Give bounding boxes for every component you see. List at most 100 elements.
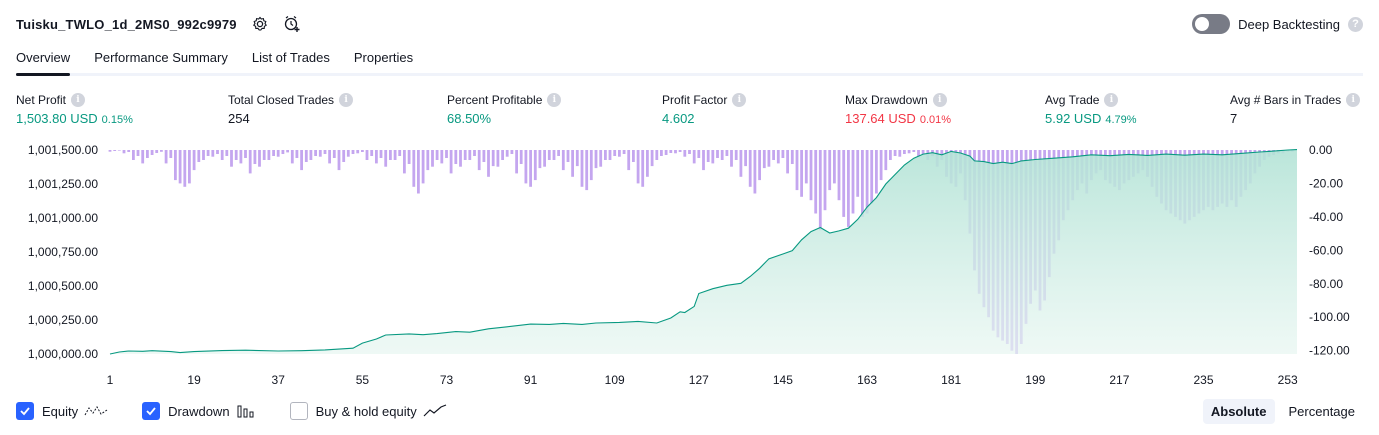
- metric-percent: 0.15%: [101, 114, 133, 126]
- drawdown-bar: [833, 150, 836, 184]
- drawdown-bar: [314, 150, 317, 156]
- drawdown-bar: [622, 150, 626, 154]
- drawdown-bar: [650, 150, 654, 167]
- drawdown-bar: [370, 150, 374, 156]
- info-icon[interactable]: i: [1346, 93, 1361, 107]
- info-icon[interactable]: i: [732, 93, 747, 107]
- drawdown-bar: [818, 150, 822, 231]
- drawdown-bar: [375, 150, 378, 164]
- tab-performance-summary[interactable]: Performance Summary: [94, 50, 228, 65]
- info-icon[interactable]: i: [547, 93, 562, 107]
- drawdown-bar: [435, 150, 439, 160]
- drawdown-bar: [627, 150, 631, 171]
- metric-label: Percent Profitable: [447, 93, 543, 107]
- metric-label: Total Closed Trades: [228, 93, 335, 107]
- drawdown-bar: [272, 150, 275, 156]
- drawdown-bar: [445, 150, 448, 158]
- drawdown-bar: [898, 150, 902, 157]
- y-left-tick-label: 1,000,500.00: [28, 279, 98, 293]
- y-right-tick-label: 0.00: [1309, 143, 1333, 157]
- info-icon[interactable]: i: [932, 93, 947, 107]
- drawdown-bar: [197, 150, 201, 162]
- deep-backtesting-label: Deep Backtesting: [1238, 16, 1340, 32]
- drawdown-bar: [295, 150, 299, 158]
- absolute-button[interactable]: Absolute: [1202, 398, 1275, 424]
- info-icon[interactable]: i: [71, 93, 86, 107]
- drawdown-bar: [361, 150, 364, 152]
- x-tick-label: 127: [689, 373, 709, 387]
- drawdown-bar: [501, 150, 504, 160]
- drawdown-bar: [804, 150, 808, 184]
- y-left-tick-label: 1,001,500.00: [28, 143, 98, 157]
- drawdown-bar: [178, 150, 182, 184]
- buyhold-line-icon: [423, 404, 447, 418]
- report-header: Tuisku_TWLO_1d_2MS0_992c9979 Deep Backte…: [16, 10, 1363, 38]
- drawdown-bar: [169, 150, 173, 158]
- drawdown-bar: [730, 150, 733, 167]
- metric-value: 254: [228, 111, 250, 126]
- drawdown-bar: [127, 150, 131, 152]
- drawdown-bar: [244, 150, 247, 158]
- drawdown-bar: [113, 150, 117, 151]
- equity-checkbox[interactable]: [16, 402, 34, 420]
- metric-value: 7: [1230, 111, 1238, 126]
- drawdown-checkbox[interactable]: [142, 402, 161, 420]
- drawdown-bar: [893, 150, 897, 156]
- x-axis: 1 19 37 55 73 91 109 127 145 163 181 199 217 235 253: [107, 373, 1298, 387]
- equity-label: Equity: [42, 403, 79, 419]
- drawdown-bar: [636, 150, 640, 184]
- drawdown-bar: [608, 150, 612, 160]
- drawdown-bar: [716, 150, 719, 158]
- drawdown-bar: [543, 150, 546, 167]
- drawdown-bar: [847, 150, 850, 227]
- info-icon[interactable]: i: [339, 93, 354, 107]
- drawdown-bar: [496, 150, 500, 167]
- drawdown-bar: [519, 150, 523, 164]
- drawdown-toggle[interactable]: Drawdown: [142, 402, 255, 420]
- drawdown-bar: [702, 150, 705, 171]
- help-icon[interactable]: ?: [1348, 16, 1363, 32]
- deep-backtesting-toggle[interactable]: [1192, 14, 1231, 34]
- info-icon[interactable]: i: [1104, 93, 1119, 107]
- drawdown-bar: [632, 150, 635, 162]
- drawdown-bar: [921, 150, 925, 154]
- buyhold-toggle[interactable]: Buy & hold equity: [289, 402, 447, 420]
- drawdown-bar: [160, 150, 163, 152]
- tab-overview[interactable]: Overview: [16, 44, 71, 76]
- buyhold-checkbox[interactable]: [289, 402, 308, 420]
- x-tick-label: 91: [524, 373, 538, 387]
- equity-toggle[interactable]: Equity: [16, 402, 108, 420]
- drawdown-bar: [309, 150, 313, 160]
- drawdown-bar: [174, 150, 177, 181]
- drawdown-bar: [538, 150, 542, 169]
- drawdown-bar: [790, 150, 794, 164]
- drawdown-bar: [753, 150, 757, 194]
- drawdown-bar: [884, 150, 888, 171]
- drawdown-bar: [599, 150, 603, 167]
- chart-legend: Equity Drawdown Buy & hold equity Absolu…: [16, 398, 1363, 424]
- drawdown-bar: [641, 150, 645, 187]
- drawdown-bar: [403, 150, 406, 174]
- right-axis: 0.00 -20.00 -40.00 -60.00 -80.00 -100.00 -120.…: [1309, 143, 1350, 358]
- drawdown-bar: [468, 150, 472, 160]
- drawdown-bar: [491, 150, 495, 167]
- drawdown-bar: [253, 150, 257, 164]
- tab-properties[interactable]: Properties: [353, 50, 414, 65]
- x-tick-label: 163: [857, 373, 877, 387]
- drawdown-bar: [613, 150, 617, 156]
- add-alert-icon[interactable]: [283, 15, 301, 33]
- drawdown-bar: [141, 150, 145, 164]
- drawdown-bar: [318, 150, 322, 157]
- drawdown-bar: [889, 150, 892, 160]
- tab-list-of-trades[interactable]: List of Trades: [251, 50, 330, 65]
- metric-percent: 4.79%: [1105, 114, 1137, 126]
- metric-value: 4.602: [662, 111, 695, 126]
- settings-icon[interactable]: [251, 15, 269, 33]
- drawdown-bar: [328, 150, 331, 164]
- drawdown-bar: [258, 150, 261, 167]
- percentage-button[interactable]: Percentage: [1288, 403, 1356, 419]
- drawdown-bar: [239, 150, 243, 164]
- drawdown-bar: [417, 150, 420, 194]
- equity-chart[interactable]: 1,001,500.00 1,001,250.00 1,001,000.00 1,00…: [0, 140, 1379, 390]
- drawdown-bar: [566, 150, 570, 162]
